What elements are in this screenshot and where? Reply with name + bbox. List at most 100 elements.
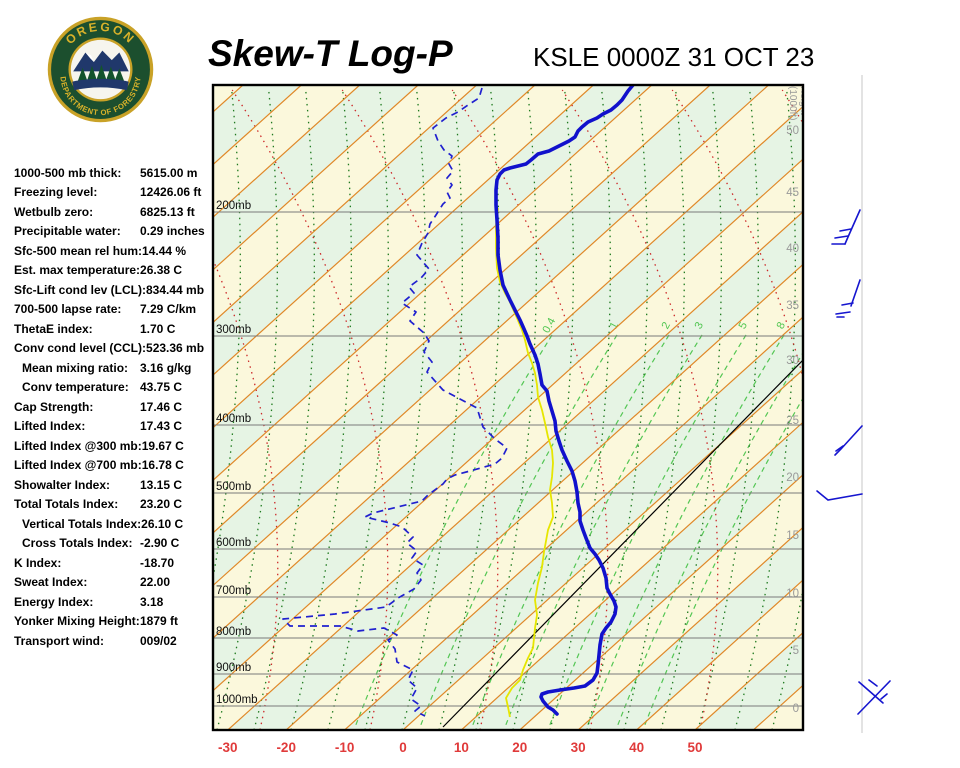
index-row: Freezing level: 12426.06 ft [14,183,220,203]
height-tick-label: 50 [786,125,799,137]
odf-logo-icon: OREGON DEPARTMENT OF FORESTRY [47,16,154,123]
index-value: 009/02 [140,633,177,648]
chart-band [812,85,960,730]
index-value: 1.70 C [140,321,176,336]
index-row: ThetaE index: 1.70 C [14,319,220,339]
index-label: Freezing level: [14,185,98,200]
moist-adiabat-line [253,89,316,730]
wind-barb [835,279,861,318]
chart-band [213,85,243,112]
temp-axis-tick-label: 10 [454,740,469,755]
moist-adiabat-line [660,89,723,730]
temp-axis-tick-label: 0 [399,740,407,755]
isotherm-line [213,85,244,113]
index-row: Cap Strength: 17.46 C [14,397,220,417]
chart-band [213,85,803,639]
mixing-ratio-line [505,334,703,726]
isotherm-line [402,368,803,730]
index-row: 1000-500 mb thick: 5615.00 m [14,163,220,183]
temperature-trace [494,85,635,716]
index-row: Est. max temperature: 26.38 C [14,261,220,281]
height-tick-label: 20 [786,472,799,484]
index-label: Lifted Index: [14,419,86,434]
index-label: ThetaE index: [14,321,93,336]
index-row: Total Totals Index: 23.20 C [14,495,220,515]
page-title: Skew-T Log-P [208,33,453,74]
index-value: 3.16 g/kg [140,360,192,375]
temp-axis-tick-label: 20 [512,740,527,755]
temp-axis-tick-label: 50 [687,740,702,755]
pressure-label: 500mb [216,481,251,493]
mixing-ratio-line [587,334,785,726]
index-row: 700-500 lapse rate: 7.29 C/km [14,300,220,320]
index-label: Showalter Index: [14,477,111,492]
dry-adiabat-line [781,89,803,125]
mixing-ratio-label: 1 [608,320,621,331]
isotherm-line [213,105,803,639]
index-value: 17.43 C [140,419,183,434]
index-label: Precipitable water: [14,224,121,239]
mixing-ratio-line [355,334,553,726]
index-row: Conv temperature: 43.75 C [14,378,220,398]
index-label: Cross Totals Index: [22,536,133,551]
index-value: 523.36 mb [146,341,205,356]
mixing-ratio-label: 5 [737,320,750,331]
index-value: 3.18 [140,594,164,609]
index-value: 0.29 inches [140,224,205,239]
mixing-ratio-line [472,334,670,726]
index-value: 13.15 C [140,477,183,492]
pressure-label: 900mb [216,662,251,674]
isotherm-line [285,263,803,730]
index-label: Cap Strength: [14,399,94,414]
index-label: Vertical Totals Index: [22,516,142,531]
pressure-label: 800mb [216,626,251,638]
height-tick-label: 5 [793,645,799,657]
index-value: -18.70 [140,555,175,570]
index-label: Wetbulb zero: [14,204,94,219]
index-row: Lifted Index @700 mb: 16.78 C [14,456,220,476]
index-label: Yonker Mixing Height: [14,614,140,629]
isotherm-line [344,316,803,730]
isotherm-line [636,579,803,730]
wind-barb [857,679,891,715]
moist-adiabat-line [809,90,869,730]
index-value: 16.78 C [141,458,184,473]
index-label: Mean mixing ratio: [22,360,129,375]
index-label: 700-500 lapse rate: [14,302,122,317]
index-label: Sweat Index: [14,575,88,590]
index-value: 5615.00 m [140,165,198,180]
moist-adiabat-line [846,90,906,730]
isotherm-line [213,85,594,429]
index-label: Total Totals Index: [14,497,119,512]
moist-adiabat-line [401,89,464,730]
isotherm-line [213,85,477,324]
index-row: Vertical Totals Index: 26.10 C [14,514,220,534]
index-row: Mean mixing ratio: 3.16 g/kg [14,358,220,378]
wind-barb [831,209,861,245]
index-label: Energy Index: [14,594,94,609]
wind-barb [834,425,863,456]
moist-adiabat-line [883,90,943,730]
isotherm-line [519,474,803,730]
height-axis-title: Height [798,86,809,115]
index-label: Conv temperature: [22,380,129,395]
index-value: 12426.06 ft [140,185,202,200]
index-value: 6825.13 ft [140,204,195,219]
chart-plot-area: 0.4 1 2 3 5 8200mb300mb400mb500mb600mb700mb80… [213,85,960,730]
height-axis-title: (1000ft) [787,86,798,120]
index-row: Sfc-500 mean rel hum: 14.44 % [14,241,220,261]
isotherm-line [577,526,803,730]
index-value: 26.38 C [140,263,183,278]
wind-barb [816,490,863,501]
index-row: Conv cond level (CCL): 523.36 mb [14,339,220,359]
moist-adiabat-line [734,89,797,730]
index-row: Cross Totals Index: -2.90 C [14,534,220,554]
isotherm-line [460,421,803,730]
index-value: 7.29 C/km [140,302,197,317]
pressure-label: 600mb [216,537,251,549]
height-tick-label: 35 [786,300,799,312]
index-label: Lifted Index @300 mb: [14,438,142,453]
mixing-ratio-line [617,351,803,726]
